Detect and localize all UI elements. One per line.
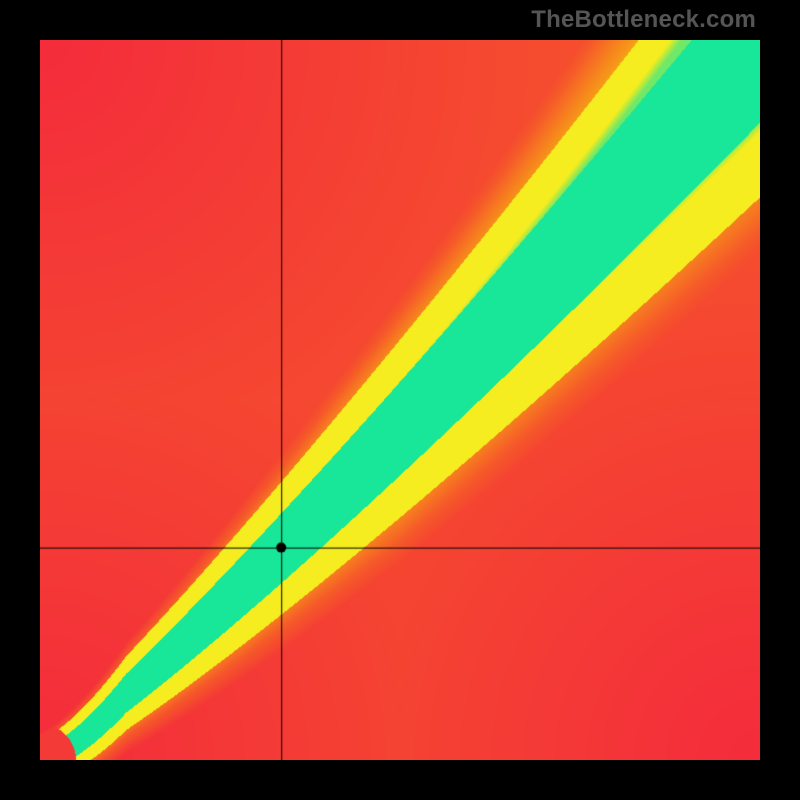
- chart-container: TheBottleneck.com: [0, 0, 800, 800]
- bottleneck-heatmap: [40, 40, 760, 760]
- watermark-text: TheBottleneck.com: [531, 6, 756, 34]
- plot-area: [40, 40, 760, 760]
